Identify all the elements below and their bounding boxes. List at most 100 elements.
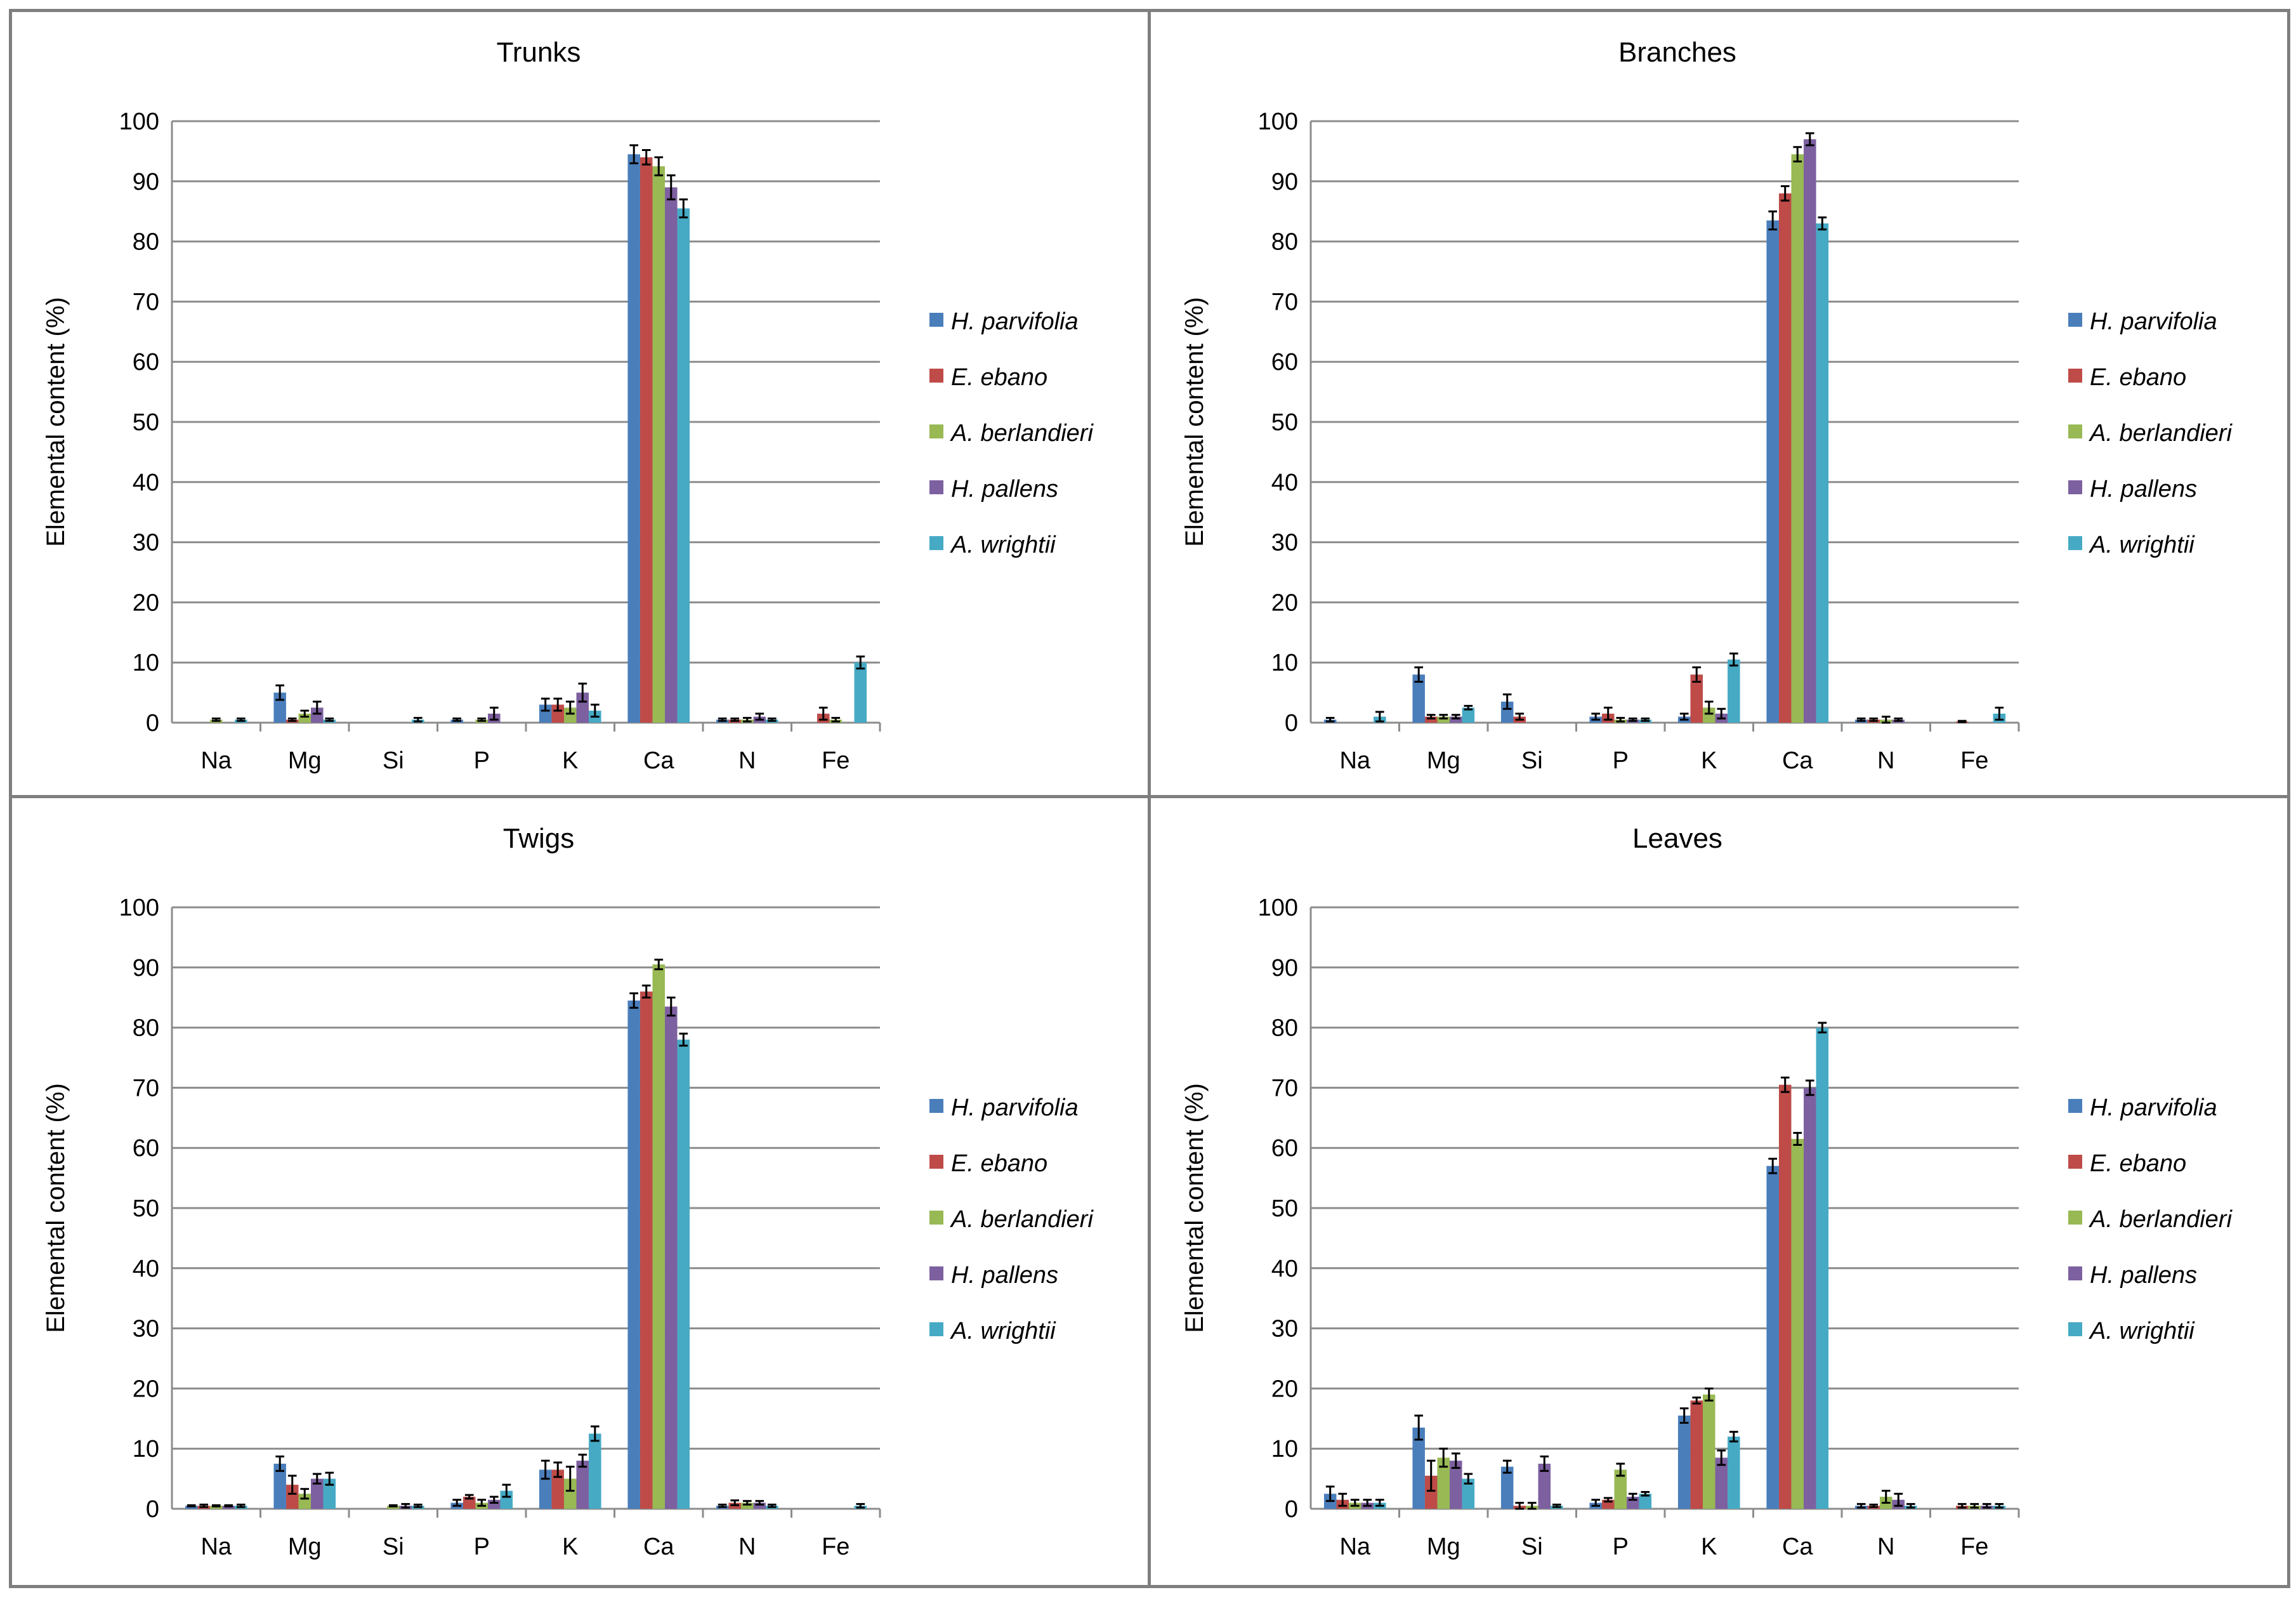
y-tick-labels: 0 10 20 30 40 50 60 70 80 90 100 (1258, 895, 1298, 1523)
y-tick-label: 80 (133, 1015, 159, 1042)
y-tick-label: 30 (1271, 530, 1298, 556)
y-tick-label: 30 (1271, 1316, 1298, 1343)
y-tick-label: 100 (1258, 895, 1298, 921)
y-tick-label: 40 (133, 1256, 159, 1282)
x-tick-label: P (474, 747, 490, 774)
bar (1424, 1475, 1438, 1509)
legend-label: A. wrightii (2089, 532, 2195, 558)
bar (1816, 1027, 1829, 1509)
legend-swatch (2068, 313, 2082, 327)
legend-swatch (929, 313, 943, 327)
bar (298, 1494, 312, 1509)
legend-swatch (929, 1266, 943, 1280)
x-tick-label: Si (383, 747, 404, 774)
bar (1462, 707, 1475, 723)
y-tick-label: 60 (133, 1135, 159, 1162)
y-axis-label: Elemental content (%) (42, 297, 70, 547)
x-tick-label: K (1701, 747, 1717, 774)
bar (1778, 193, 1792, 723)
bar (1412, 674, 1425, 723)
y-tick-label: 0 (146, 1496, 159, 1523)
bar (1728, 1436, 1740, 1509)
bar (1437, 716, 1450, 723)
bar (311, 707, 324, 723)
chart-title: Leaves (1632, 823, 1722, 854)
legend-swatch (2068, 1155, 2082, 1169)
x-tick-label: Si (1521, 1534, 1543, 1560)
bar (576, 692, 589, 723)
bar (539, 704, 552, 723)
chart-leaves: Leaves 0 10 20 30 40 50 60 70 80 90 100 Elemental co… (1181, 823, 2233, 1560)
legend-label: H. pallens (2090, 476, 2197, 503)
chart-panel-twigs: Twigs 0 10 20 30 40 50 60 70 80 90 100 Elemental con… (9, 795, 1151, 1588)
x-tick-label: Ca (643, 747, 674, 774)
x-tick-label: Mg (1427, 1534, 1460, 1560)
legend-swatch (929, 1322, 943, 1336)
x-tick-label: Mg (1427, 747, 1460, 774)
error-bars (187, 958, 865, 1509)
bar (665, 187, 678, 723)
chart-trunks: Trunks 0 10 20 30 40 50 60 70 80 90 100 Elemental co… (42, 37, 1094, 774)
y-tick-label: 40 (133, 470, 159, 496)
x-tick-label: K (1701, 1534, 1717, 1560)
legend-label: A. wrightii (950, 1318, 1056, 1344)
bar (1639, 1494, 1652, 1509)
error-bars (211, 144, 865, 723)
x-tick-label: Si (383, 1534, 404, 1560)
x-tick-label: Mg (288, 747, 322, 774)
x-tick-label: K (562, 747, 578, 774)
y-tick-label: 70 (1271, 289, 1298, 315)
chart-panel-branches: Branches 0 10 20 30 40 50 60 70 80 90 100 Elemental … (1148, 9, 2290, 799)
y-tick-labels: 0 10 20 30 40 50 60 70 80 90 100 (1258, 108, 1298, 737)
bar (311, 1478, 324, 1509)
x-tick-label: K (562, 1534, 578, 1560)
y-tick-label: 40 (1271, 1256, 1298, 1282)
bar (1715, 1457, 1728, 1509)
legend-label: H. parvifolia (951, 308, 1079, 335)
x-tick-label: Na (1339, 1534, 1370, 1560)
y-tick-label: 80 (1271, 1015, 1298, 1042)
y-tick-label: 90 (133, 955, 159, 982)
x-tick-label: Si (1521, 747, 1543, 774)
y-tick-label: 0 (146, 710, 159, 737)
bar (1816, 223, 1829, 723)
chart-title: Branches (1618, 37, 1736, 68)
bar (1462, 1478, 1475, 1509)
x-tick-label: Fe (822, 1534, 850, 1560)
bar (677, 1039, 690, 1509)
bar (740, 1502, 754, 1509)
legend-label: A. berlandieri (2089, 1206, 2233, 1233)
legend-swatch (2068, 1266, 2082, 1280)
bar (665, 1006, 678, 1509)
bar (576, 1461, 589, 1509)
legend: H. parvifolia E. ebano A. berlandieri H. pa… (2068, 1094, 2233, 1344)
legend-swatch (2068, 1211, 2082, 1225)
bar (1804, 139, 1816, 723)
bar (1702, 1394, 1715, 1509)
y-tick-label: 90 (1271, 955, 1298, 982)
y-tick-label: 70 (133, 1075, 159, 1101)
bar (1500, 701, 1514, 723)
bar (1728, 659, 1740, 723)
y-tick-label: 10 (133, 650, 159, 676)
bar (273, 1463, 286, 1509)
bar (1424, 716, 1438, 723)
y-axis-label: Elemental content (%) (1181, 1083, 1209, 1333)
bars (1323, 1027, 2006, 1509)
legend-label: E. ebano (951, 1150, 1047, 1177)
legend-swatch (2068, 1099, 2082, 1113)
error-bars (1325, 1022, 2004, 1510)
gridlines (1311, 906, 2019, 1510)
bar (1791, 154, 1804, 723)
legend-label: H. parvifolia (951, 1094, 1079, 1121)
x-tick-label: P (1613, 747, 1629, 774)
bar (285, 1485, 299, 1509)
legend-label: A. berlandieri (2089, 420, 2233, 447)
legend-swatch (929, 424, 943, 438)
legend-label: H. pallens (951, 476, 1058, 503)
y-tick-labels: 0 10 20 30 40 50 60 70 80 90 100 (119, 108, 159, 737)
bar (1804, 1088, 1816, 1509)
bar (1702, 707, 1715, 723)
bar (627, 154, 640, 723)
